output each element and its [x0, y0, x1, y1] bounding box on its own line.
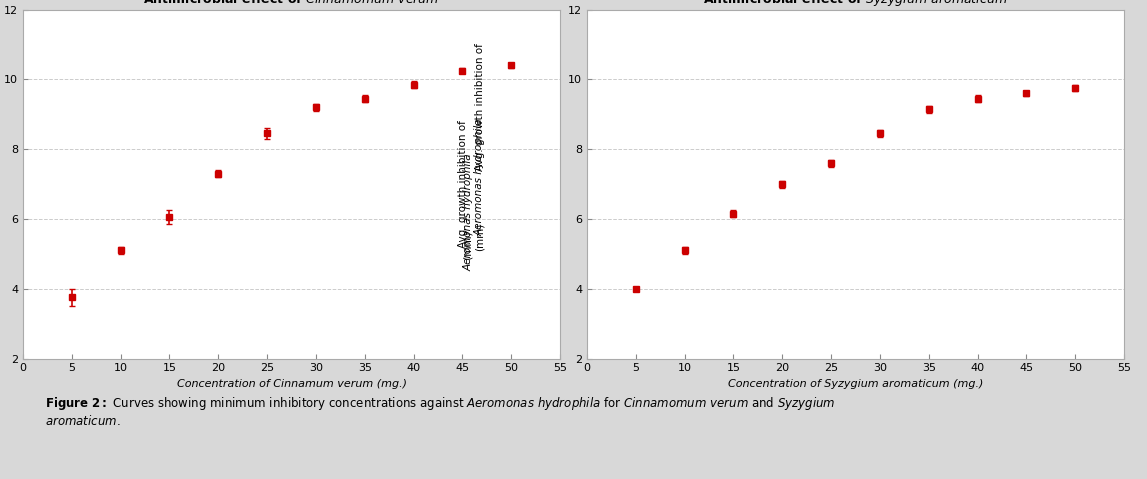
Title: Antimicrobial effect of $\it{Cinnamomum}$ $\it{verum}$: Antimicrobial effect of $\it{Cinnamomum}… — [143, 0, 439, 6]
Text: Aeromonas hydrophila: Aeromonas hydrophila — [475, 118, 484, 236]
X-axis label: Concentration of Syzygium aromaticum (mg.): Concentration of Syzygium aromaticum (mg… — [728, 379, 983, 389]
X-axis label: Concentration of Cinnamum verum (mg.): Concentration of Cinnamum verum (mg.) — [177, 379, 406, 389]
Title: Antimicrobial effect of $\it{Syzygium}$ $\it{aromaticum}$: Antimicrobial effect of $\it{Syzygium}$ … — [703, 0, 1008, 8]
Text: Avg. growth inhibition of: Avg. growth inhibition of — [458, 120, 479, 248]
Text: Avg. growth inhibition of: Avg. growth inhibition of — [475, 43, 484, 171]
Text: $\bf{Figure\ 2:}$ Curves showing minimum inhibitory concentrations against $\it{: $\bf{Figure\ 2:}$ Curves showing minimum… — [45, 395, 835, 428]
Text: (mm): (mm) — [475, 222, 484, 251]
Text: (mm): (mm) — [463, 231, 474, 262]
Text: Aeromonas hydrophila: Aeromonas hydrophila — [463, 153, 474, 271]
